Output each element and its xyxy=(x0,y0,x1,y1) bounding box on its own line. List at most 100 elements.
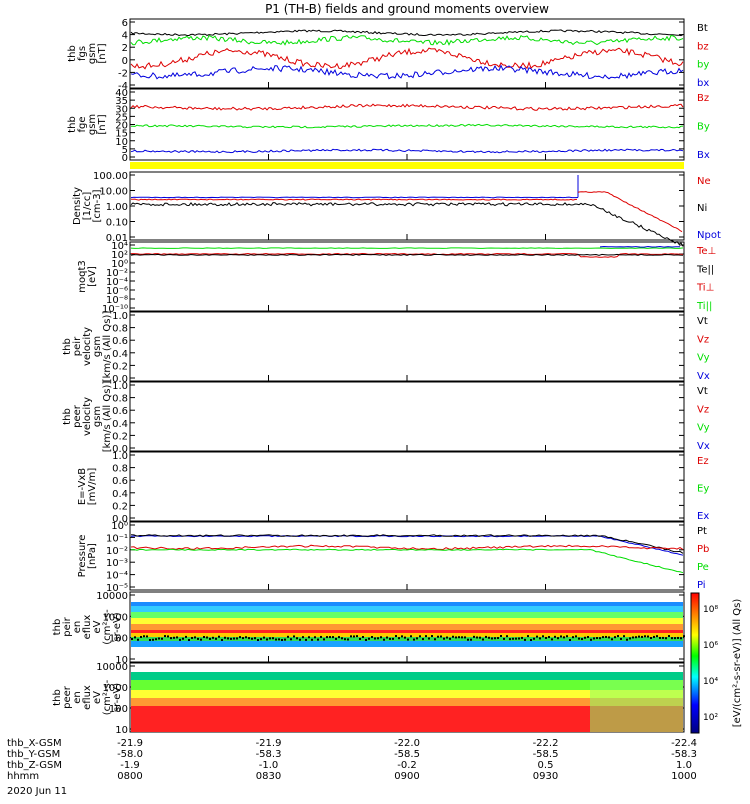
y-axis-label: thb xyxy=(67,45,78,62)
y-axis-label: [cm-3] xyxy=(92,189,103,222)
ephemeris-value: 0930 xyxy=(533,771,558,782)
legend-entry: Vz xyxy=(697,334,709,345)
ephemeris-value: 0830 xyxy=(256,771,281,782)
spectrogram-noise xyxy=(506,635,508,638)
legend-entry: Bz xyxy=(697,93,709,104)
spectrogram-noise xyxy=(353,635,355,638)
colorbar-label: [eV/(cm²-s-sr-eV)] (All Qs) xyxy=(732,599,743,728)
y-axis-label: velocity xyxy=(82,327,93,366)
spectrogram-noise xyxy=(314,636,316,639)
ephemeris-value: -1.9 xyxy=(120,760,140,771)
spectrogram-noise xyxy=(500,635,502,638)
legend-entry: Bt xyxy=(697,23,708,34)
spectrogram-noise xyxy=(614,636,616,639)
spectrogram-noise xyxy=(374,637,376,640)
spectrogram-noise xyxy=(398,637,400,640)
spectrogram-noise xyxy=(437,635,439,638)
legend-entry: Vx xyxy=(697,371,710,382)
spectrogram-noise xyxy=(491,637,493,640)
spectrogram-noise xyxy=(194,636,196,639)
y-axis-label: peer xyxy=(72,404,83,428)
spectrogram-noise xyxy=(581,638,583,641)
ephemeris-value: -22.0 xyxy=(394,738,420,749)
spectrogram-noise xyxy=(278,638,280,641)
spectrogram-noise xyxy=(158,637,160,640)
y-axis-label: moqt3 xyxy=(77,260,88,293)
spectrogram-noise xyxy=(215,637,217,640)
y-tick-label: 0.4 xyxy=(112,489,128,500)
spectrogram-noise xyxy=(320,635,322,638)
legend-entry: Ey xyxy=(697,484,709,495)
spectrogram-noise xyxy=(572,636,574,639)
y-axis-label: thb xyxy=(62,408,73,425)
panel-efield: 1.0 0.80.6 0.40.2 0.0 E=-VxB [mV/m] Ez Ey Ex xyxy=(77,451,709,525)
y-axis-label: [eV] xyxy=(87,266,98,287)
spectrogram-noise xyxy=(674,637,676,640)
trace-by xyxy=(130,34,684,46)
panel-peir_eflux: 10000 1000 100 10 thb peir en eflux eV (cm²-s-sr-… xyxy=(52,591,685,666)
y-tick-label: 10 xyxy=(115,655,128,666)
y-tick-label: 100 xyxy=(109,634,128,645)
y-tick-label: 1.0 xyxy=(112,451,128,462)
y-axis-label: [mV/m] xyxy=(87,468,98,506)
spectrogram-noise xyxy=(179,638,181,641)
spectrogram-noise xyxy=(185,635,187,638)
spectrogram-noise xyxy=(584,636,586,639)
y-axis-label: E=-VxB xyxy=(77,468,88,505)
y-axis-label: [nT] xyxy=(97,43,108,63)
ephemeris-value: -21.9 xyxy=(256,738,282,749)
y-tick-label: 1.0 xyxy=(112,311,128,322)
panel-frame xyxy=(129,451,685,522)
spectrogram-noise xyxy=(407,638,409,641)
spectrogram-band xyxy=(131,672,683,680)
spectrogram-noise xyxy=(257,638,259,641)
spectrogram-noise xyxy=(236,637,238,640)
spectrogram-band xyxy=(131,618,683,624)
spectrogram-noise xyxy=(659,636,661,639)
y-tick-label: 10⁴ xyxy=(111,241,128,252)
spectrogram-noise xyxy=(629,637,631,640)
y-axis-label: fge xyxy=(77,116,88,132)
spectrogram-noise xyxy=(554,635,556,638)
y-tick-label: 0.2 xyxy=(112,501,128,512)
spectrogram-noise xyxy=(602,636,604,639)
y-tick-label: 100 xyxy=(109,704,128,715)
y-tick-label: 1.0 xyxy=(112,381,128,392)
spectrogram-noise xyxy=(218,635,220,638)
y-axis-label: [km/s (All Qs)] xyxy=(102,311,113,383)
spectrogram-noise xyxy=(341,637,343,640)
y-tick-label: 0 xyxy=(122,153,128,164)
spectrogram-noise xyxy=(401,635,403,638)
ephemeris-value: 0900 xyxy=(394,771,419,782)
ephemeris-row-label: thb_Y-GSM xyxy=(7,749,60,760)
spectrogram-noise xyxy=(644,635,646,638)
trace-Ti-par xyxy=(130,247,684,249)
spectrogram-noise xyxy=(509,638,511,641)
legend-entry: bz xyxy=(697,41,709,52)
y-axis-label: eflux xyxy=(82,615,93,640)
y-axis-label: peir xyxy=(62,616,73,636)
legend-entry: Npot xyxy=(697,230,721,241)
trace-Pb xyxy=(130,544,684,551)
y-tick-label: 6 xyxy=(122,18,128,29)
spectrogram-noise xyxy=(635,636,637,639)
spectrogram-noise xyxy=(284,638,286,641)
y-tick-label: 15 xyxy=(115,129,128,140)
y-tick-label: 10⁻⁴ xyxy=(106,571,128,582)
ephemeris-value: 0.5 xyxy=(538,760,554,771)
y-axis-label: en xyxy=(72,691,83,704)
colorbar-tick-label: 10² xyxy=(703,713,718,723)
spectrogram-noise xyxy=(206,636,208,639)
spectrogram-noise xyxy=(302,636,304,639)
spectrogram-noise xyxy=(296,637,298,640)
spectrogram-noise xyxy=(470,638,472,641)
ephemeris-value: -58.3 xyxy=(671,749,697,760)
spectrogram-noise xyxy=(620,637,622,640)
spectrogram-noise xyxy=(200,638,202,641)
spectrogram-noise xyxy=(683,635,685,638)
panel-peer_eflux: 10000 1000 100 10 thb peer en eflux eV (cm²-s-sr-… xyxy=(52,662,685,736)
spectrogram-noise xyxy=(152,638,154,641)
spectrogram-band xyxy=(131,641,683,647)
date-label: 2020 Jun 11 xyxy=(7,786,67,797)
